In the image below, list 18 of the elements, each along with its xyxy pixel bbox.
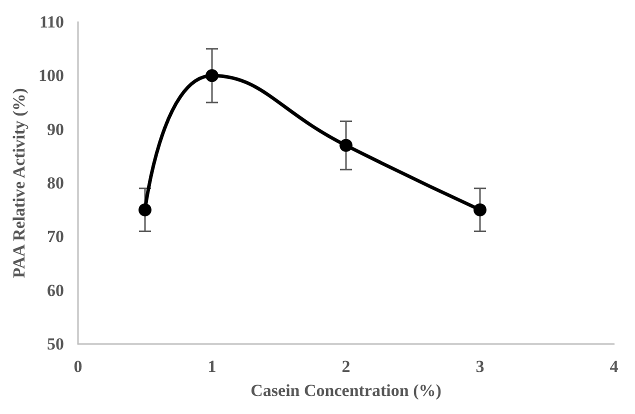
y-tick-label: 80 — [47, 174, 64, 192]
y-tick-label: 100 — [38, 66, 64, 86]
y-tick-label: 90 — [47, 120, 64, 139]
y-tick-label: 70 — [47, 227, 64, 246]
y-tick-label: 110 — [39, 12, 64, 32]
y-tick-label: 60 — [47, 280, 64, 300]
x-tick-label: 2 — [342, 357, 350, 376]
x-tick-label: 1 — [208, 357, 216, 376]
x-axis-title: Casein Concentration (%) — [250, 381, 442, 400]
y-axis-title: PAA Relative Activity (%) — [10, 88, 29, 278]
y-tick-label: 50 — [47, 334, 64, 354]
point — [340, 138, 352, 152]
x-tick-label: 3 — [476, 357, 484, 376]
x-tick-label: 0 — [74, 357, 82, 376]
x-tick-label: 4 — [610, 357, 619, 376]
point — [206, 69, 218, 82]
point — [474, 203, 486, 216]
point — [138, 203, 152, 216]
